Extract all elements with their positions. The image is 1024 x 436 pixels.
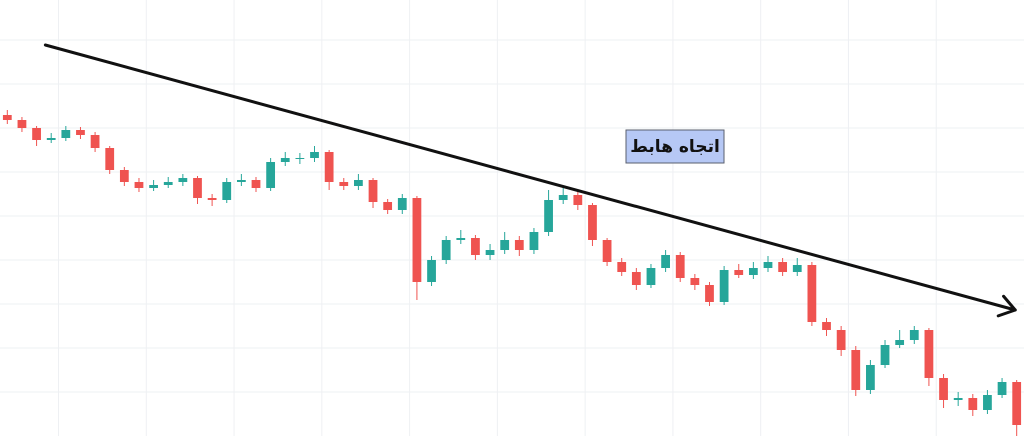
candle-body [119,170,129,182]
candle-body [266,162,276,188]
candle-body [207,198,217,200]
candle-body [939,378,948,400]
candle-body [748,268,758,275]
candle-body [427,260,436,282]
candle-body [500,240,510,250]
candle-body [412,198,422,282]
candle-body [471,238,480,255]
candle-body [61,130,71,138]
candle-body [953,398,963,400]
candle-body [310,152,319,158]
candle-body [1012,382,1022,425]
candle-body [339,182,349,186]
candle-body [602,240,612,262]
candle-body [588,205,597,240]
candle-body [441,240,451,260]
candle-body [573,195,583,205]
candle-body [997,382,1007,395]
candle-body [368,180,378,202]
candle-body [324,152,334,182]
candle-body [792,265,802,272]
candle-body [46,138,56,140]
candle-body [880,345,890,365]
annotation-text: اتجاه هابط [630,137,720,157]
candle-body [558,195,568,200]
candle-body [149,185,158,188]
trend-line [43,43,1017,312]
candle-body [866,365,875,390]
candle-body [675,255,685,278]
candle-body [280,158,290,162]
candle-body [968,398,978,410]
candle-body [705,285,714,302]
candle-body [983,395,992,410]
candle-body [236,180,246,182]
candle-body [690,278,700,285]
candle-body [763,262,773,268]
candle-body [719,270,729,302]
candle-body [295,158,305,159]
candle-body [354,180,363,186]
candle-body [836,330,846,350]
annotation-box [625,129,725,164]
candle-body [778,262,788,272]
candle-body [222,182,232,200]
candle-body [851,350,861,390]
candle-body [105,148,115,170]
candle-body [631,272,641,285]
candle-body [251,180,261,188]
candle-body [822,322,831,330]
candle-body [895,340,905,345]
candle-body [456,238,466,240]
candle-body [544,200,553,232]
candle-body [17,120,27,128]
candle-body [924,330,934,378]
candle-body [514,240,524,250]
candle-body [617,262,627,272]
candle-body [383,202,393,210]
candle-body [90,135,100,148]
candle-body [2,115,12,120]
candle-body [76,130,85,135]
candle-body [734,270,744,275]
candle-body [485,250,495,255]
candle-body [397,198,407,210]
candle-body [134,182,144,188]
candle-body [32,128,41,140]
candle-body [646,268,656,285]
candle-body [529,232,539,250]
candle-body [807,265,817,322]
arrow-head [996,294,1017,318]
candle-body [661,255,670,268]
candle-body [909,330,919,340]
candle-body [163,182,173,185]
candle-body [193,178,202,198]
candle-body [178,178,188,182]
